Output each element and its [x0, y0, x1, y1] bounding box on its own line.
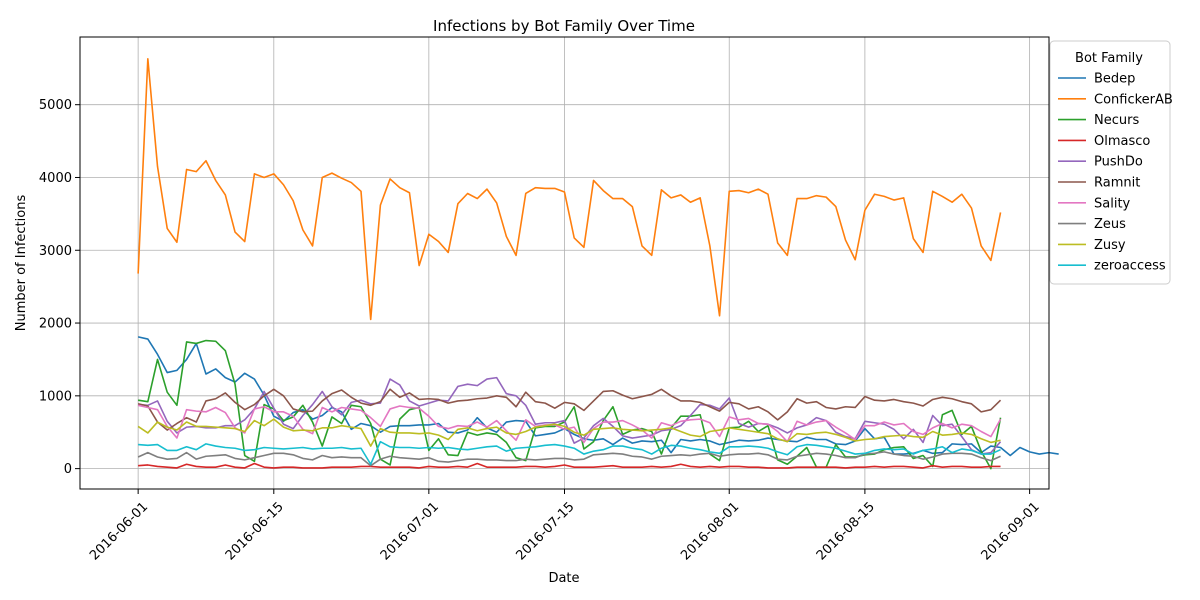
series-lines [137, 58, 1059, 470]
y-tick-label: 3000 [39, 244, 72, 259]
y-tick-label: 4000 [39, 171, 72, 186]
series-line-confickerab [137, 58, 1002, 321]
legend-label-pushdo: PushDo [1094, 155, 1143, 170]
y-axis-title: Number of Infections [14, 195, 29, 332]
legend-label-olmasco: Olmasco [1094, 134, 1150, 149]
series-line-sality [137, 404, 1002, 444]
y-tick-label: 0 [64, 462, 72, 477]
legend-label-ramnit: Ramnit [1094, 176, 1140, 191]
legend-label-zusy: Zusy [1094, 238, 1126, 253]
legend-label-sality: Sality [1094, 196, 1131, 211]
legend-title: Bot Family [1075, 51, 1143, 66]
series-line-zeroaccess [138, 440, 1001, 466]
legend-items: Bedep ConfickerAB Necurs Olmasco PushDo Ramni… [1058, 72, 1173, 274]
legend-label-confickerab: ConfickerAB [1094, 92, 1173, 107]
series-line-ramnit [137, 388, 1002, 431]
legend-label-zeroaccess: zeroaccess [1094, 259, 1166, 274]
series-line-bedep [137, 336, 1059, 457]
series-line-olmasco [138, 462, 1001, 469]
legend-label-zeus: Zeus [1094, 217, 1126, 232]
legend-label-necurs: Necurs [1094, 113, 1139, 128]
series-line-zusy [137, 418, 1001, 447]
y-axis: 0 1000 2000 3000 4000 5000 [39, 98, 80, 477]
y-tick-label: 1000 [39, 389, 72, 404]
chart-title: Infections by Bot Family Over Time [433, 17, 695, 35]
legend-label-bedep: Bedep [1094, 72, 1135, 87]
y-tick-label: 5000 [39, 98, 72, 113]
y-tick-label: 2000 [39, 317, 72, 332]
series-line-zeus [137, 451, 1001, 467]
grid [80, 37, 1049, 489]
legend: Bot Family Bedep ConfickerAB Necurs Olmasco… [1049, 40, 1173, 285]
x-axis-title: Date [548, 571, 579, 586]
